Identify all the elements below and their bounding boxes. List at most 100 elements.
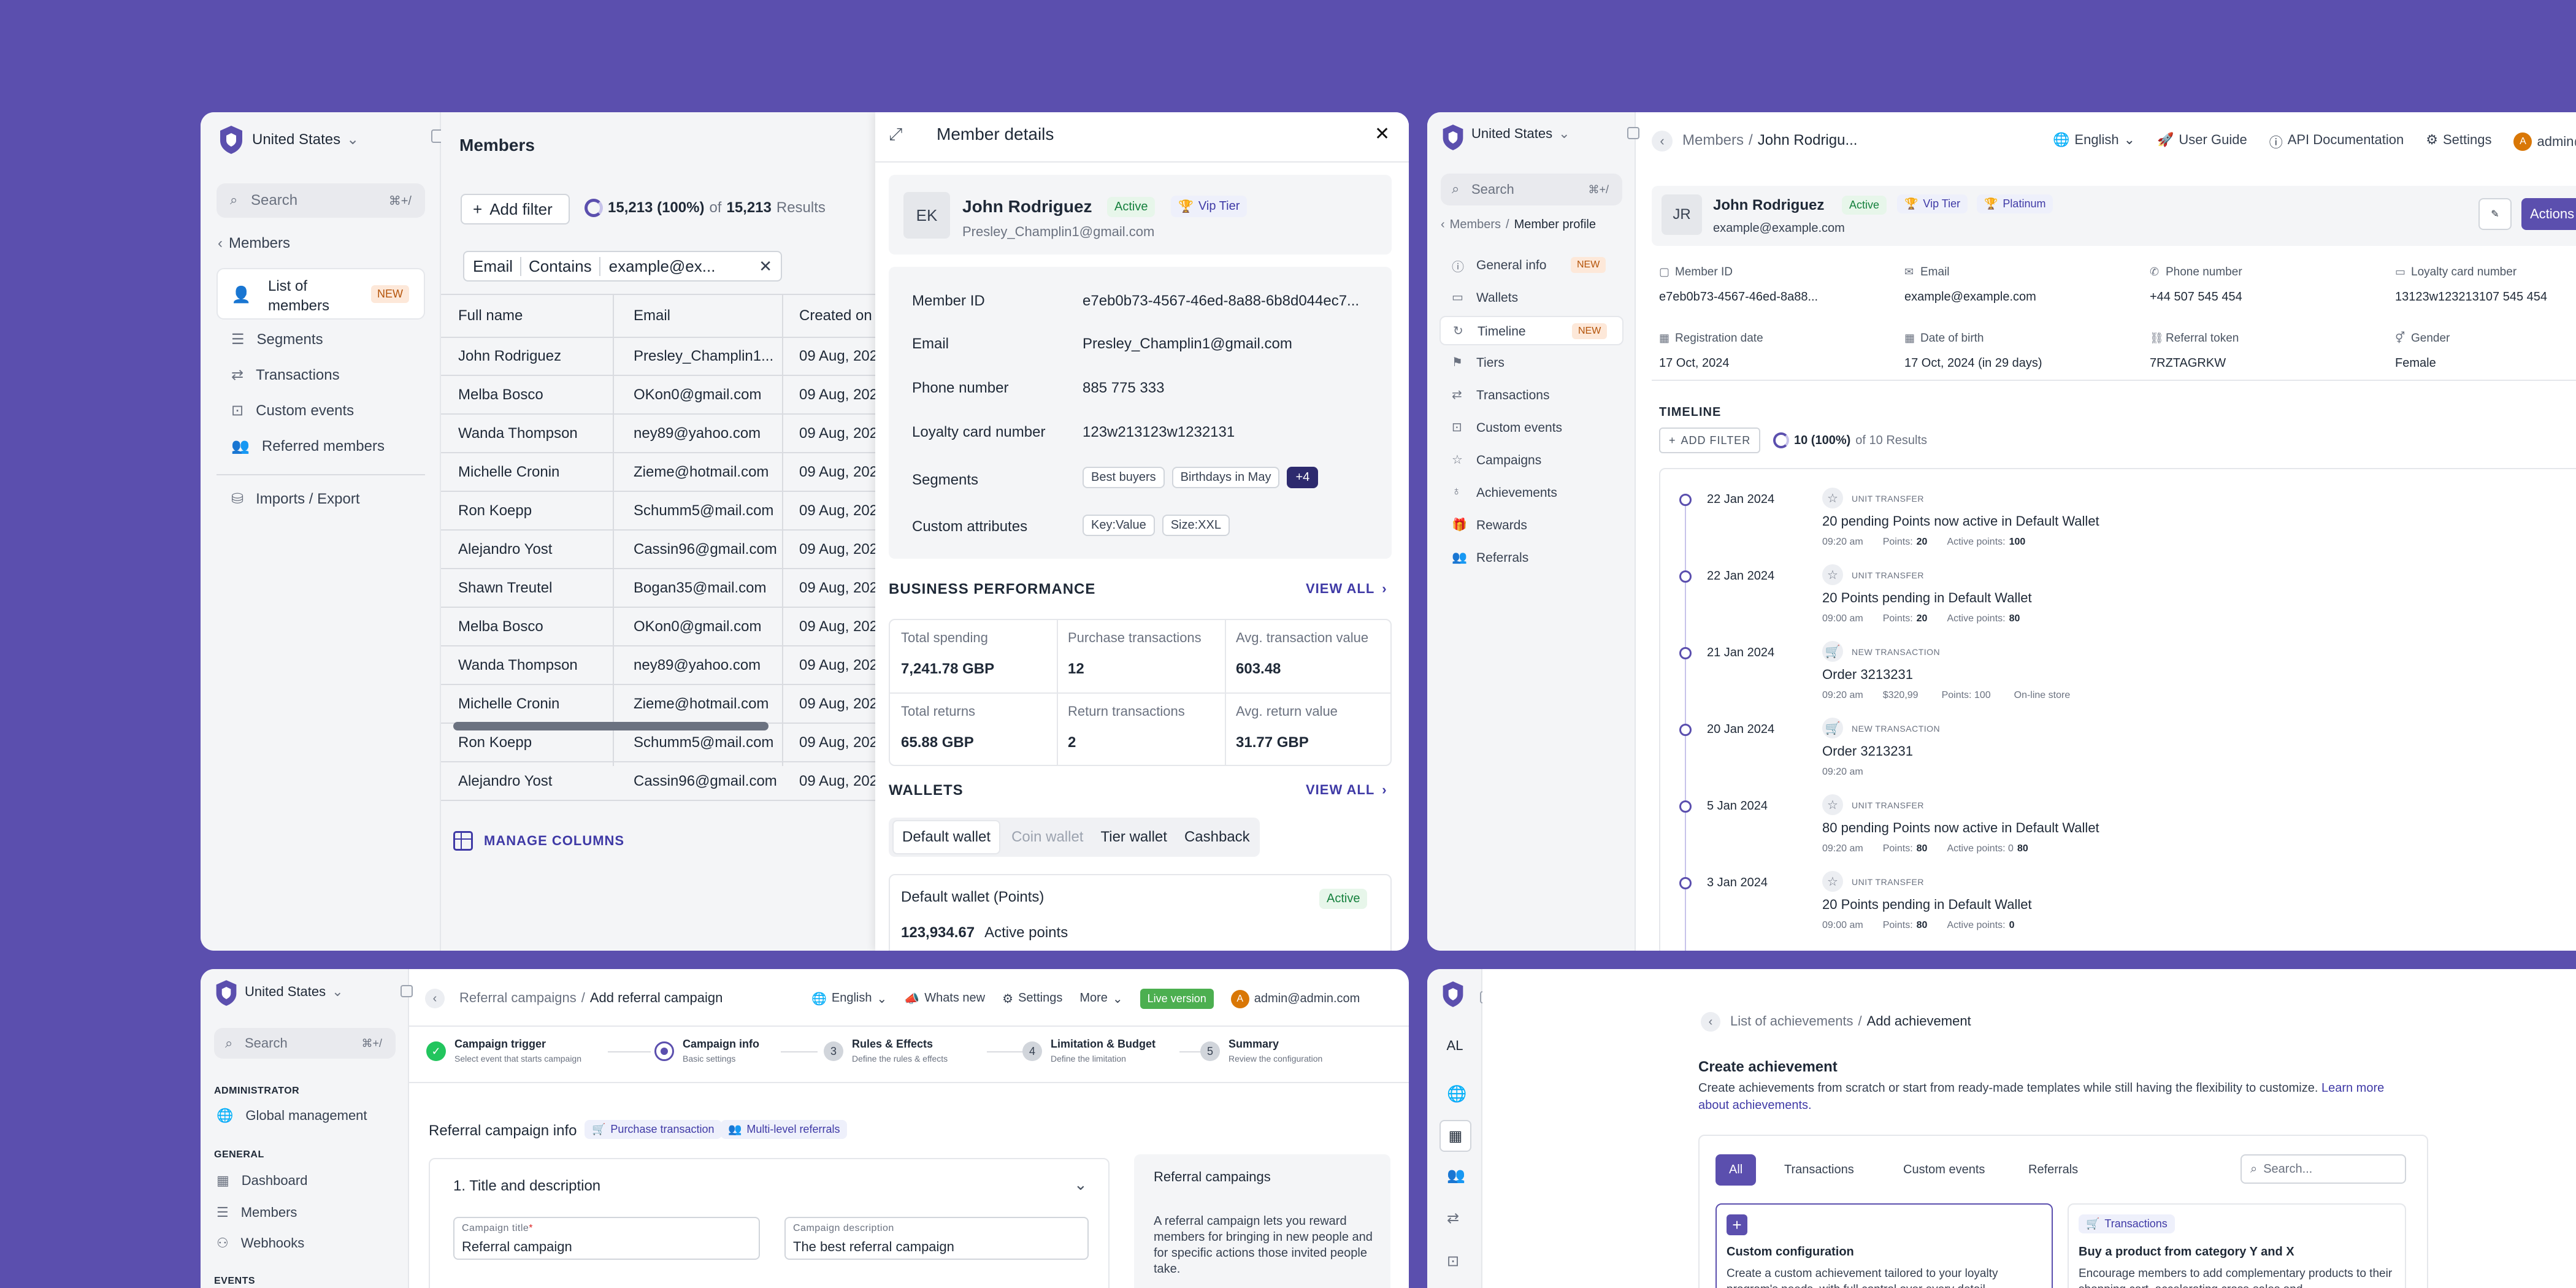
sidebar-item-global-management[interactable]: 🌐 Global management bbox=[217, 1108, 367, 1124]
column-header[interactable]: Created on bbox=[799, 307, 872, 324]
column-header[interactable]: Email bbox=[634, 307, 671, 324]
search-input[interactable]: ⌕ Search... bbox=[2241, 1154, 2406, 1184]
sidebar-item-general-info[interactable]: ⓘ General info NEW bbox=[1439, 251, 1623, 280]
event-title[interactable]: Order 3213231 bbox=[1822, 743, 1913, 759]
event-title[interactable]: 20 pending Points now active in Default … bbox=[1822, 513, 2099, 529]
dashboard-icon[interactable]: ▦ bbox=[1439, 1120, 1471, 1152]
actions-button[interactable]: Actions bbox=[2521, 198, 2576, 230]
settings-link[interactable]: ⚙ Settings bbox=[2426, 132, 2491, 151]
filter-chip[interactable]: Email Contains example@ex... ✕ bbox=[463, 251, 782, 282]
chevron-left-icon[interactable]: ‹ bbox=[1441, 218, 1445, 231]
globe-icon[interactable]: 🌐 bbox=[1447, 1084, 1467, 1103]
template-card-category[interactable]: 🛒 Transactions Buy a product from categor… bbox=[2068, 1203, 2406, 1288]
event-title[interactable]: 20 Points pending in Default Wallet bbox=[1822, 590, 2032, 605]
chevron-down-icon[interactable]: ⌄ bbox=[1074, 1175, 1087, 1194]
sidebar-item-webhooks[interactable]: ⚇ Webhooks bbox=[217, 1235, 304, 1251]
breadcrumb-parent[interactable]: Referral campaigns bbox=[459, 990, 577, 1005]
avatar[interactable]: AL bbox=[1446, 1038, 1463, 1053]
sidebar-item-transactions[interactable]: ⇄ Transactions bbox=[231, 366, 340, 384]
step-indicator[interactable]: 3 bbox=[824, 1041, 843, 1061]
sidebar-item-segments[interactable]: ☰ Segments bbox=[231, 331, 323, 348]
whats-new-link[interactable]: 📣 Whats new bbox=[904, 991, 985, 1006]
back-button[interactable]: ‹ bbox=[1652, 131, 1673, 151]
sidebar-item-campaigns[interactable]: ☆ Campaigns bbox=[1439, 446, 1623, 475]
step-indicator[interactable]: ✓ bbox=[426, 1041, 446, 1061]
sidebar-item-custom-events[interactable]: ⊡ Custom events bbox=[1439, 413, 1623, 443]
collapse-sidebar-icon[interactable] bbox=[1627, 127, 1639, 139]
sidebar-item-referred-members[interactable]: 👥 Referred members bbox=[231, 437, 385, 455]
add-filter-button[interactable]: + Add filter bbox=[461, 194, 570, 224]
title-parent[interactable]: Members bbox=[1682, 132, 1744, 148]
country-selector[interactable]: United States ⌄ bbox=[1471, 126, 1570, 142]
sidebar-item-achievements[interactable]: ♁ Achievements bbox=[1439, 478, 1623, 508]
search-input[interactable]: ⌕ Search ⌘+/ bbox=[214, 1028, 396, 1059]
field-label: Email bbox=[912, 335, 949, 352]
step-indicator[interactable]: 4 bbox=[1022, 1041, 1042, 1061]
tab-referrals[interactable]: Referrals bbox=[2028, 1163, 2079, 1176]
event-title[interactable]: 20 Points pending in Default Wallet bbox=[1822, 897, 2032, 912]
sidebar-item-list-of-members[interactable]: 👤 List of members NEW bbox=[217, 268, 425, 320]
event-title[interactable]: Order 3213231 bbox=[1822, 667, 1913, 682]
tab-coin-wallet[interactable]: Coin wallet bbox=[1011, 829, 1084, 845]
back-button[interactable]: ‹ bbox=[425, 989, 445, 1008]
transactions-icon[interactable]: ⇄ bbox=[1447, 1210, 1460, 1227]
sidebar-item-timeline[interactable]: ↻ Timeline NEW bbox=[1439, 316, 1623, 345]
live-version-badge[interactable]: Live version bbox=[1140, 989, 1214, 1009]
tab-all[interactable]: All bbox=[1715, 1154, 1757, 1186]
user-guide-link[interactable]: 🚀 User Guide bbox=[2157, 132, 2247, 151]
accordion-title[interactable]: 1. Title and description bbox=[453, 1178, 601, 1194]
tab-custom-events[interactable]: Custom events bbox=[1903, 1163, 1985, 1176]
search-input[interactable]: ⌕ Search ⌘+/ bbox=[1441, 174, 1622, 205]
sidebar-item-rewards[interactable]: 🎁 Rewards bbox=[1439, 511, 1623, 540]
tab-cashback[interactable]: Cashback bbox=[1184, 829, 1250, 845]
breadcrumb-parent[interactable]: List of achievements bbox=[1730, 1013, 1853, 1029]
custom-events-icon[interactable]: ⊡ bbox=[1447, 1253, 1460, 1270]
stat-label: Return transactions bbox=[1068, 703, 1185, 719]
campaign-description-field[interactable]: Campaign description The best referral c… bbox=[784, 1217, 1089, 1260]
step-indicator[interactable]: 5 bbox=[1200, 1041, 1220, 1061]
tab-default-wallet[interactable]: Default wallet bbox=[892, 820, 1001, 854]
country-selector[interactable]: United States ⌄ bbox=[245, 984, 343, 1000]
view-all-link[interactable]: VIEW ALL › bbox=[1306, 581, 1387, 597]
manage-columns-button[interactable]: MANAGE COLUMNS bbox=[453, 831, 624, 851]
horizontal-scrollbar[interactable] bbox=[453, 722, 769, 730]
more-menu[interactable]: More ⌄ bbox=[1079, 991, 1122, 1006]
sidebar-item-wallets[interactable]: ▭ Wallets bbox=[1439, 283, 1623, 313]
sidebar-item-dashboard[interactable]: ▦ Dashboard bbox=[217, 1173, 307, 1189]
view-all-link[interactable]: VIEW ALL › bbox=[1306, 782, 1387, 798]
country-selector[interactable]: United States ⌄ bbox=[252, 131, 359, 148]
campaign-title-field[interactable]: Campaign title* Referral campaign bbox=[453, 1217, 760, 1260]
settings-link[interactable]: ⚙ Settings bbox=[1002, 991, 1062, 1006]
tab-transactions[interactable]: Transactions bbox=[1784, 1163, 1854, 1176]
breadcrumb-parent[interactable]: Members bbox=[1449, 218, 1501, 231]
column-header[interactable]: Full name bbox=[458, 307, 523, 324]
close-icon[interactable]: ✕ bbox=[759, 256, 772, 275]
segments-more-badge[interactable]: +4 bbox=[1287, 467, 1319, 488]
tab-tier-wallet[interactable]: Tier wallet bbox=[1100, 829, 1167, 845]
template-card-custom[interactable]: + Custom configuration Create a custom a… bbox=[1715, 1203, 2053, 1288]
edit-button[interactable]: ✎ bbox=[2478, 198, 2512, 230]
sidebar-item-imports-export[interactable]: ⛁ Imports / Export bbox=[231, 490, 360, 508]
sidebar-item-custom-events[interactable]: ⊡ Custom events bbox=[231, 402, 354, 420]
step-indicator[interactable] bbox=[654, 1041, 674, 1061]
language-selector[interactable]: 🌐 English ⌄ bbox=[811, 991, 887, 1006]
sidebar-item-transactions[interactable]: ⇄ Transactions bbox=[1439, 381, 1623, 410]
add-filter-button[interactable]: + ADD FILTER bbox=[1659, 427, 1761, 453]
close-icon[interactable]: ✕ bbox=[1374, 124, 1390, 144]
event-title[interactable]: 80 pending Points now active in Default … bbox=[1822, 820, 2099, 835]
sidebar-item-tiers[interactable]: ⚑ Tiers bbox=[1439, 348, 1623, 378]
learn-more-link[interactable]: Learn more about achievements. bbox=[1698, 1081, 2385, 1112]
back-button[interactable]: ‹ bbox=[1701, 1012, 1720, 1032]
sidebar-item-referrals[interactable]: 👥 Referrals bbox=[1439, 543, 1623, 573]
sidebar-item-members[interactable]: ☰ Members bbox=[217, 1205, 297, 1221]
api-docs-link[interactable]: ⓘ API Documentation bbox=[2269, 132, 2404, 151]
table-row[interactable]: Michelle Cronin Zieme@hotmail.com 09 Aug, … bbox=[441, 684, 1409, 724]
members-icon[interactable]: 👥 bbox=[1447, 1167, 1465, 1184]
search-input[interactable]: ⌕ Search ⌘+/ bbox=[217, 183, 425, 218]
language-selector[interactable]: 🌐 English ⌄ bbox=[2053, 132, 2135, 151]
collapse-sidebar-icon[interactable] bbox=[401, 985, 413, 997]
expand-icon[interactable]: ⤢ bbox=[889, 125, 903, 144]
back-to-members[interactable]: ‹ Members bbox=[218, 235, 290, 252]
